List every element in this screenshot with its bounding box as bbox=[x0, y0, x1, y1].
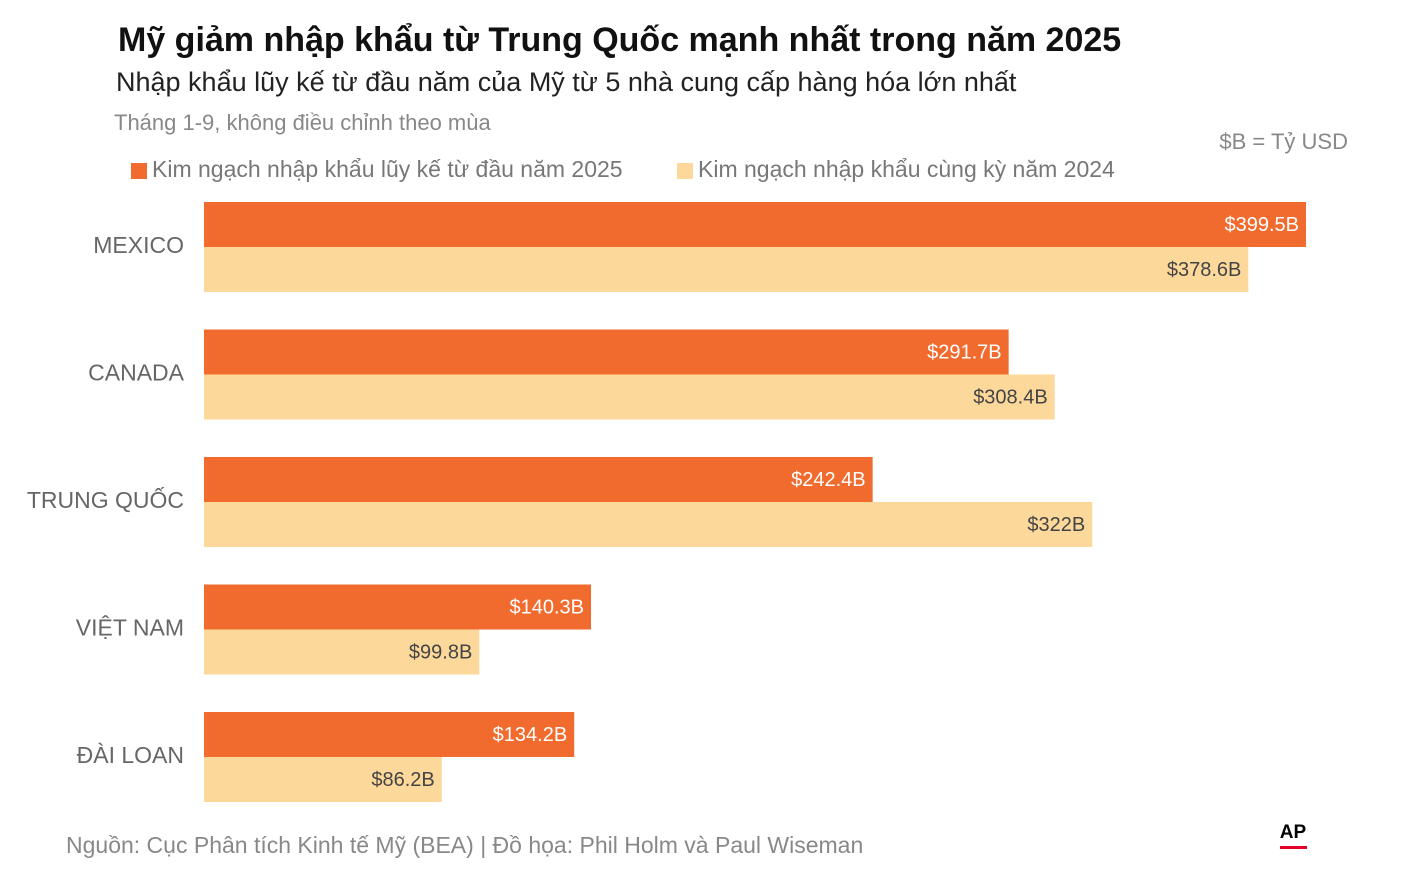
legend-swatch bbox=[677, 163, 693, 179]
category-label: CANADA bbox=[88, 360, 185, 386]
bar bbox=[204, 502, 1093, 547]
value-label: $134.2B bbox=[493, 724, 568, 746]
source: Nguồn: Cục Phân tích Kinh tế Mỹ (BEA) | … bbox=[66, 832, 863, 858]
value-label: $399.5B bbox=[1224, 214, 1299, 236]
bar bbox=[204, 202, 1306, 247]
category-label: ĐÀI LOAN bbox=[77, 742, 184, 768]
value-label: $99.8B bbox=[409, 641, 472, 663]
chart-title: Mỹ giảm nhập khẩu từ Trung Quốc mạnh nhấ… bbox=[118, 21, 1121, 59]
bar bbox=[204, 374, 1055, 420]
value-label: $308.4B bbox=[973, 386, 1048, 408]
category-label: VIỆT NAM bbox=[76, 615, 184, 641]
value-label: $322B bbox=[1027, 514, 1085, 536]
value-label: $291.7B bbox=[927, 341, 1002, 363]
legend-swatch bbox=[131, 163, 147, 179]
bar bbox=[204, 629, 480, 675]
chart-subtitle: Nhập khẩu lũy kế từ đầu năm của Mỹ từ 5 … bbox=[116, 67, 1017, 97]
value-label: $140.3B bbox=[509, 596, 584, 618]
legend-label: Kim ngạch nhập khẩu lũy kế từ đầu năm 20… bbox=[152, 156, 623, 182]
category-label: TRUNG QUỐC bbox=[27, 486, 184, 513]
unit-note: $B = Tỷ USD bbox=[1219, 129, 1348, 154]
logo-underline bbox=[1280, 846, 1307, 849]
bar bbox=[204, 457, 873, 502]
bar bbox=[204, 584, 592, 630]
note: Tháng 1-9, không điều chỉnh theo mùa bbox=[114, 110, 491, 135]
bar bbox=[204, 247, 1249, 292]
category-label: MEXICO bbox=[93, 232, 184, 258]
bar bbox=[204, 329, 1009, 375]
bar bbox=[204, 712, 575, 757]
value-label: $86.2B bbox=[371, 769, 434, 791]
bar bbox=[204, 757, 442, 802]
logo: AP bbox=[1280, 822, 1307, 843]
value-label: $378.6B bbox=[1167, 259, 1242, 281]
legend-label: Kim ngạch nhập khẩu cùng kỳ năm 2024 bbox=[698, 156, 1115, 182]
value-label: $242.4B bbox=[791, 469, 866, 491]
